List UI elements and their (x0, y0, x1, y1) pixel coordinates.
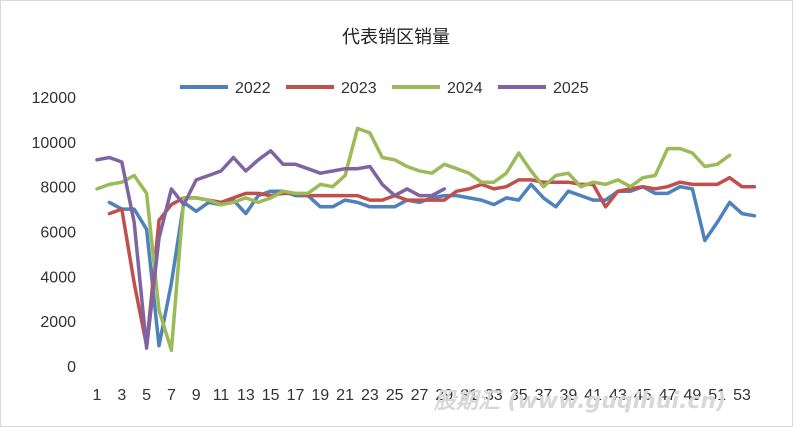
series-line-2024 (95, 126, 732, 353)
watermark-text: 股期汇 (www.guqihui.cn) (433, 389, 726, 414)
x-tick-label: 37 (535, 387, 553, 404)
y-tick-label: 4000 (40, 269, 76, 286)
x-tick-label: 47 (659, 387, 677, 404)
x-tick-label: 41 (584, 387, 602, 404)
x-tick-label: 45 (634, 387, 652, 404)
x-tick-label: 51 (708, 387, 726, 404)
x-tick-label: 39 (559, 387, 577, 404)
x-tick-label: 25 (386, 387, 404, 404)
y-axis: 0 2000 4000 6000 8000 10000 12000 (32, 90, 77, 376)
x-tick-label: 33 (485, 387, 503, 404)
x-tick-label: 5 (142, 387, 151, 404)
x-tick-label: 29 (435, 387, 453, 404)
y-tick-label: 2000 (40, 314, 76, 331)
x-tick-label: 49 (683, 387, 701, 404)
legend-label-2025: 2025 (553, 80, 589, 97)
x-tick-label: 13 (237, 387, 255, 404)
series-line-2025 (95, 149, 447, 350)
y-tick-label: 0 (67, 359, 76, 376)
legend: 2022 2023 2024 2025 (180, 80, 589, 97)
x-tick-label: 35 (510, 387, 528, 404)
x-tick-label: 27 (411, 387, 429, 404)
legend-label-2024: 2024 (447, 80, 483, 97)
x-tick-label: 17 (287, 387, 305, 404)
x-tick-label: 3 (117, 387, 126, 404)
y-tick-label: 8000 (40, 180, 76, 197)
legend-label-2022: 2022 (235, 80, 271, 97)
series-layer (95, 126, 757, 353)
x-tick-label: 21 (336, 387, 354, 404)
x-tick-label: 11 (213, 387, 230, 404)
y-tick-label: 6000 (40, 225, 76, 242)
legend-label-2023: 2023 (341, 80, 377, 97)
x-tick-label: 7 (167, 387, 176, 404)
x-tick-label: 19 (311, 387, 329, 404)
y-tick-label: 12000 (32, 90, 77, 107)
x-tick-label: 43 (609, 387, 627, 404)
x-tick-label: 31 (460, 387, 478, 404)
y-tick-label: 10000 (32, 135, 77, 152)
x-tick-label: 1 (93, 387, 102, 404)
chart-title: 代表销区销量 (342, 27, 450, 48)
x-tick-label: 23 (361, 387, 379, 404)
x-tick-label: 53 (733, 387, 751, 404)
x-tick-label: 15 (262, 387, 280, 404)
x-tick-label: 9 (192, 387, 201, 404)
x-axis: 1 3 5 7 9 11 13 15 17 19 21 23 25 27 29 31 33 35 37 39 41 43 4… (93, 387, 751, 404)
